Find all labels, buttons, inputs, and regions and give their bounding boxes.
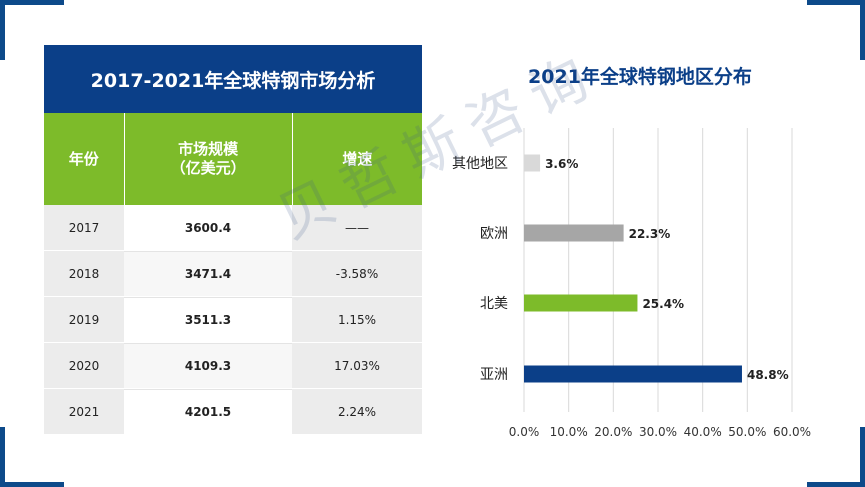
table-row: 2018 3471.4 -3.58% (44, 251, 422, 297)
corner-tr-h (807, 0, 865, 5)
corner-tl-v (0, 0, 5, 60)
data-label: 3.6% (545, 157, 578, 171)
market-table: 2017-2021年全球特钢市场分析 年份 市场规模 （亿美元） 增速 2017… (44, 45, 422, 435)
corner-tr-v (860, 0, 865, 60)
header-year: 年份 (68, 149, 99, 168)
x-tick-label: 20.0% (594, 425, 632, 439)
category-label: 其他地区 (452, 156, 508, 172)
x-tick-label: 10.0% (550, 425, 588, 439)
corner-br-v (860, 427, 865, 487)
cell-growth: 1.15% (292, 297, 422, 342)
x-tick-label: 0.0% (509, 425, 540, 439)
corner-br-h (807, 482, 865, 487)
bar (524, 365, 742, 383)
cell-year: 2019 (44, 297, 124, 342)
header-growth: 增速 (291, 113, 422, 205)
corner-bl-v (0, 427, 5, 487)
x-tick-label: 50.0% (728, 425, 766, 439)
header-market-size: 市场规模 （亿美元） (123, 113, 292, 205)
cell-growth: 17.03% (292, 343, 422, 388)
category-label: 欧洲 (480, 226, 508, 242)
x-tick-label: 60.0% (773, 425, 811, 439)
cell-growth: 2.24% (292, 389, 422, 434)
table-body: 2017 3600.4 —— 2018 3471.4 -3.58% 2019 3… (44, 205, 422, 435)
data-label: 25.4% (642, 297, 684, 311)
bar (524, 294, 638, 312)
x-tick-label: 30.0% (639, 425, 677, 439)
cell-year: 2021 (44, 389, 124, 434)
corner-tl-h (0, 0, 64, 5)
data-label: 22.3% (629, 227, 671, 241)
chart-title: 2021年全球特钢地区分布 (528, 66, 752, 88)
bar (524, 224, 624, 242)
cell-size: 3600.4 (124, 205, 292, 250)
bar (524, 154, 541, 172)
cell-size: 3471.4 (124, 251, 292, 296)
corner-bl-h (0, 482, 64, 487)
category-label: 北美 (480, 296, 508, 312)
cell-growth: -3.58% (292, 251, 422, 296)
table-row: 2021 4201.5 2.24% (44, 389, 422, 435)
cell-year: 2018 (44, 251, 124, 296)
cell-growth: —— (292, 205, 422, 250)
table-title: 2017-2021年全球特钢市场分析 (44, 45, 422, 113)
cell-year: 2020 (44, 343, 124, 388)
cell-size: 4201.5 (124, 389, 292, 434)
cell-size: 3511.3 (124, 297, 292, 342)
table-row: 2020 4109.3 17.03% (44, 343, 422, 389)
table-row: 2017 3600.4 —— (44, 205, 422, 251)
x-tick-label: 40.0% (684, 425, 722, 439)
category-label: 亚洲 (480, 367, 508, 383)
table-header: 年份 市场规模 （亿美元） 增速 (44, 113, 422, 205)
table-row: 2019 3511.3 1.15% (44, 297, 422, 343)
data-label: 48.8% (747, 368, 789, 382)
cell-size: 4109.3 (124, 343, 292, 388)
cell-year: 2017 (44, 205, 124, 250)
